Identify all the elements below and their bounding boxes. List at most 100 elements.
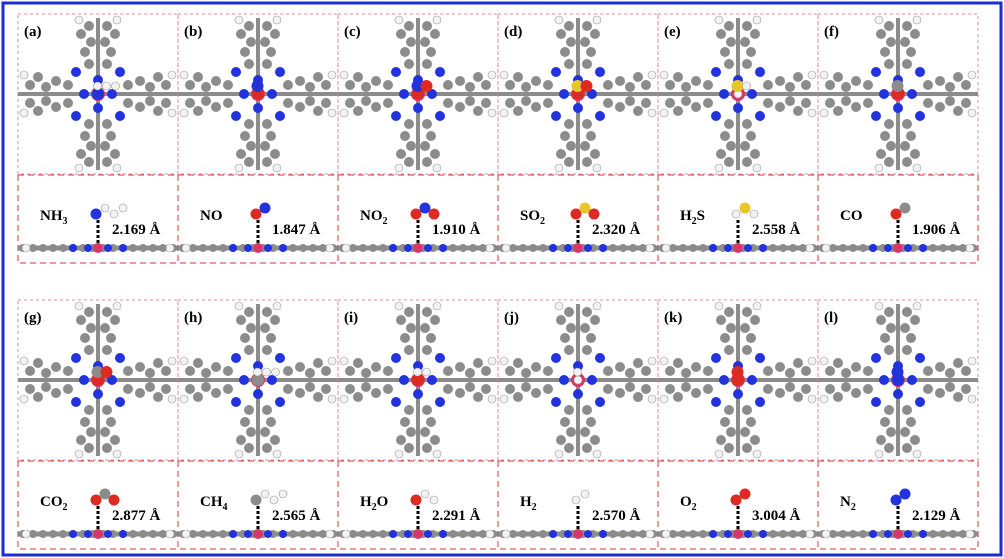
atom — [945, 368, 955, 378]
formula: H2 — [520, 494, 537, 513]
atom — [359, 530, 367, 538]
atom — [404, 119, 414, 129]
atom — [801, 366, 811, 376]
atom — [391, 67, 401, 77]
atom — [404, 59, 414, 69]
atom — [793, 106, 803, 116]
atom — [742, 405, 752, 415]
atom — [564, 443, 574, 453]
atom — [379, 244, 387, 252]
atom — [420, 80, 433, 92]
atom — [246, 323, 256, 333]
atom — [750, 315, 760, 325]
atom — [473, 72, 483, 82]
atom — [389, 530, 397, 538]
formula-part: N — [840, 494, 851, 510]
atom — [730, 494, 742, 506]
atom — [821, 529, 831, 539]
atom — [159, 530, 167, 538]
atom — [625, 82, 635, 92]
atom — [345, 80, 355, 90]
atom — [49, 244, 57, 252]
atom — [211, 102, 221, 112]
atom — [253, 389, 263, 399]
atom — [262, 59, 272, 69]
atom — [371, 388, 381, 398]
atom — [551, 353, 561, 363]
atom — [361, 82, 371, 92]
atom — [353, 106, 363, 116]
atom — [406, 141, 416, 151]
atom — [807, 108, 817, 118]
atom — [487, 70, 497, 80]
atom — [459, 530, 467, 538]
atom — [383, 80, 393, 90]
atom — [763, 80, 773, 90]
atom — [900, 323, 910, 333]
atom — [353, 72, 363, 82]
atom — [345, 98, 355, 108]
atom — [231, 111, 241, 121]
atom — [110, 315, 120, 325]
atom — [481, 366, 491, 376]
atom — [321, 366, 331, 376]
atom — [305, 96, 315, 106]
formula: O2 — [680, 494, 697, 513]
atom — [236, 29, 246, 39]
atom — [902, 119, 912, 129]
atom — [76, 29, 86, 39]
atom — [74, 163, 84, 173]
atom — [742, 157, 752, 167]
atom — [109, 209, 119, 219]
atom — [149, 244, 157, 252]
panel: (c) NO2 1.910 Å — [337, 13, 499, 264]
atom — [84, 307, 94, 317]
atom — [251, 80, 264, 92]
atom — [266, 333, 276, 343]
atom — [559, 375, 569, 385]
atom — [714, 449, 724, 459]
atom — [33, 72, 43, 82]
atom — [539, 244, 547, 252]
atom — [106, 333, 116, 343]
atom — [422, 345, 432, 355]
subscript: 2 — [532, 502, 537, 513]
atom — [825, 384, 835, 394]
distance: 2.877 Å — [112, 508, 161, 524]
atom — [531, 388, 541, 398]
atom — [481, 98, 491, 108]
atom — [93, 243, 103, 253]
atom — [153, 106, 163, 116]
atom — [139, 530, 147, 538]
atom — [361, 368, 371, 378]
atom — [935, 102, 945, 112]
atom — [19, 394, 29, 404]
atom — [595, 353, 605, 363]
atom — [893, 529, 903, 539]
atom — [573, 529, 583, 539]
atom — [84, 405, 94, 415]
atom — [543, 366, 553, 376]
atom — [599, 530, 607, 538]
atom — [327, 108, 337, 118]
atom — [84, 21, 94, 31]
atom — [262, 443, 272, 453]
atom — [579, 202, 591, 214]
atom — [915, 111, 925, 121]
atom — [278, 489, 288, 499]
atom — [779, 530, 787, 538]
atom — [859, 244, 867, 252]
atom — [752, 163, 762, 173]
atom — [582, 345, 592, 355]
formula: SO2 — [520, 208, 545, 227]
atom — [554, 301, 564, 311]
atom — [893, 243, 903, 253]
atom — [726, 323, 736, 333]
formula-part: NO — [360, 208, 383, 224]
atom — [432, 449, 442, 459]
atom — [906, 47, 916, 57]
atom — [383, 366, 393, 376]
atom — [262, 157, 272, 167]
atom — [912, 301, 922, 311]
